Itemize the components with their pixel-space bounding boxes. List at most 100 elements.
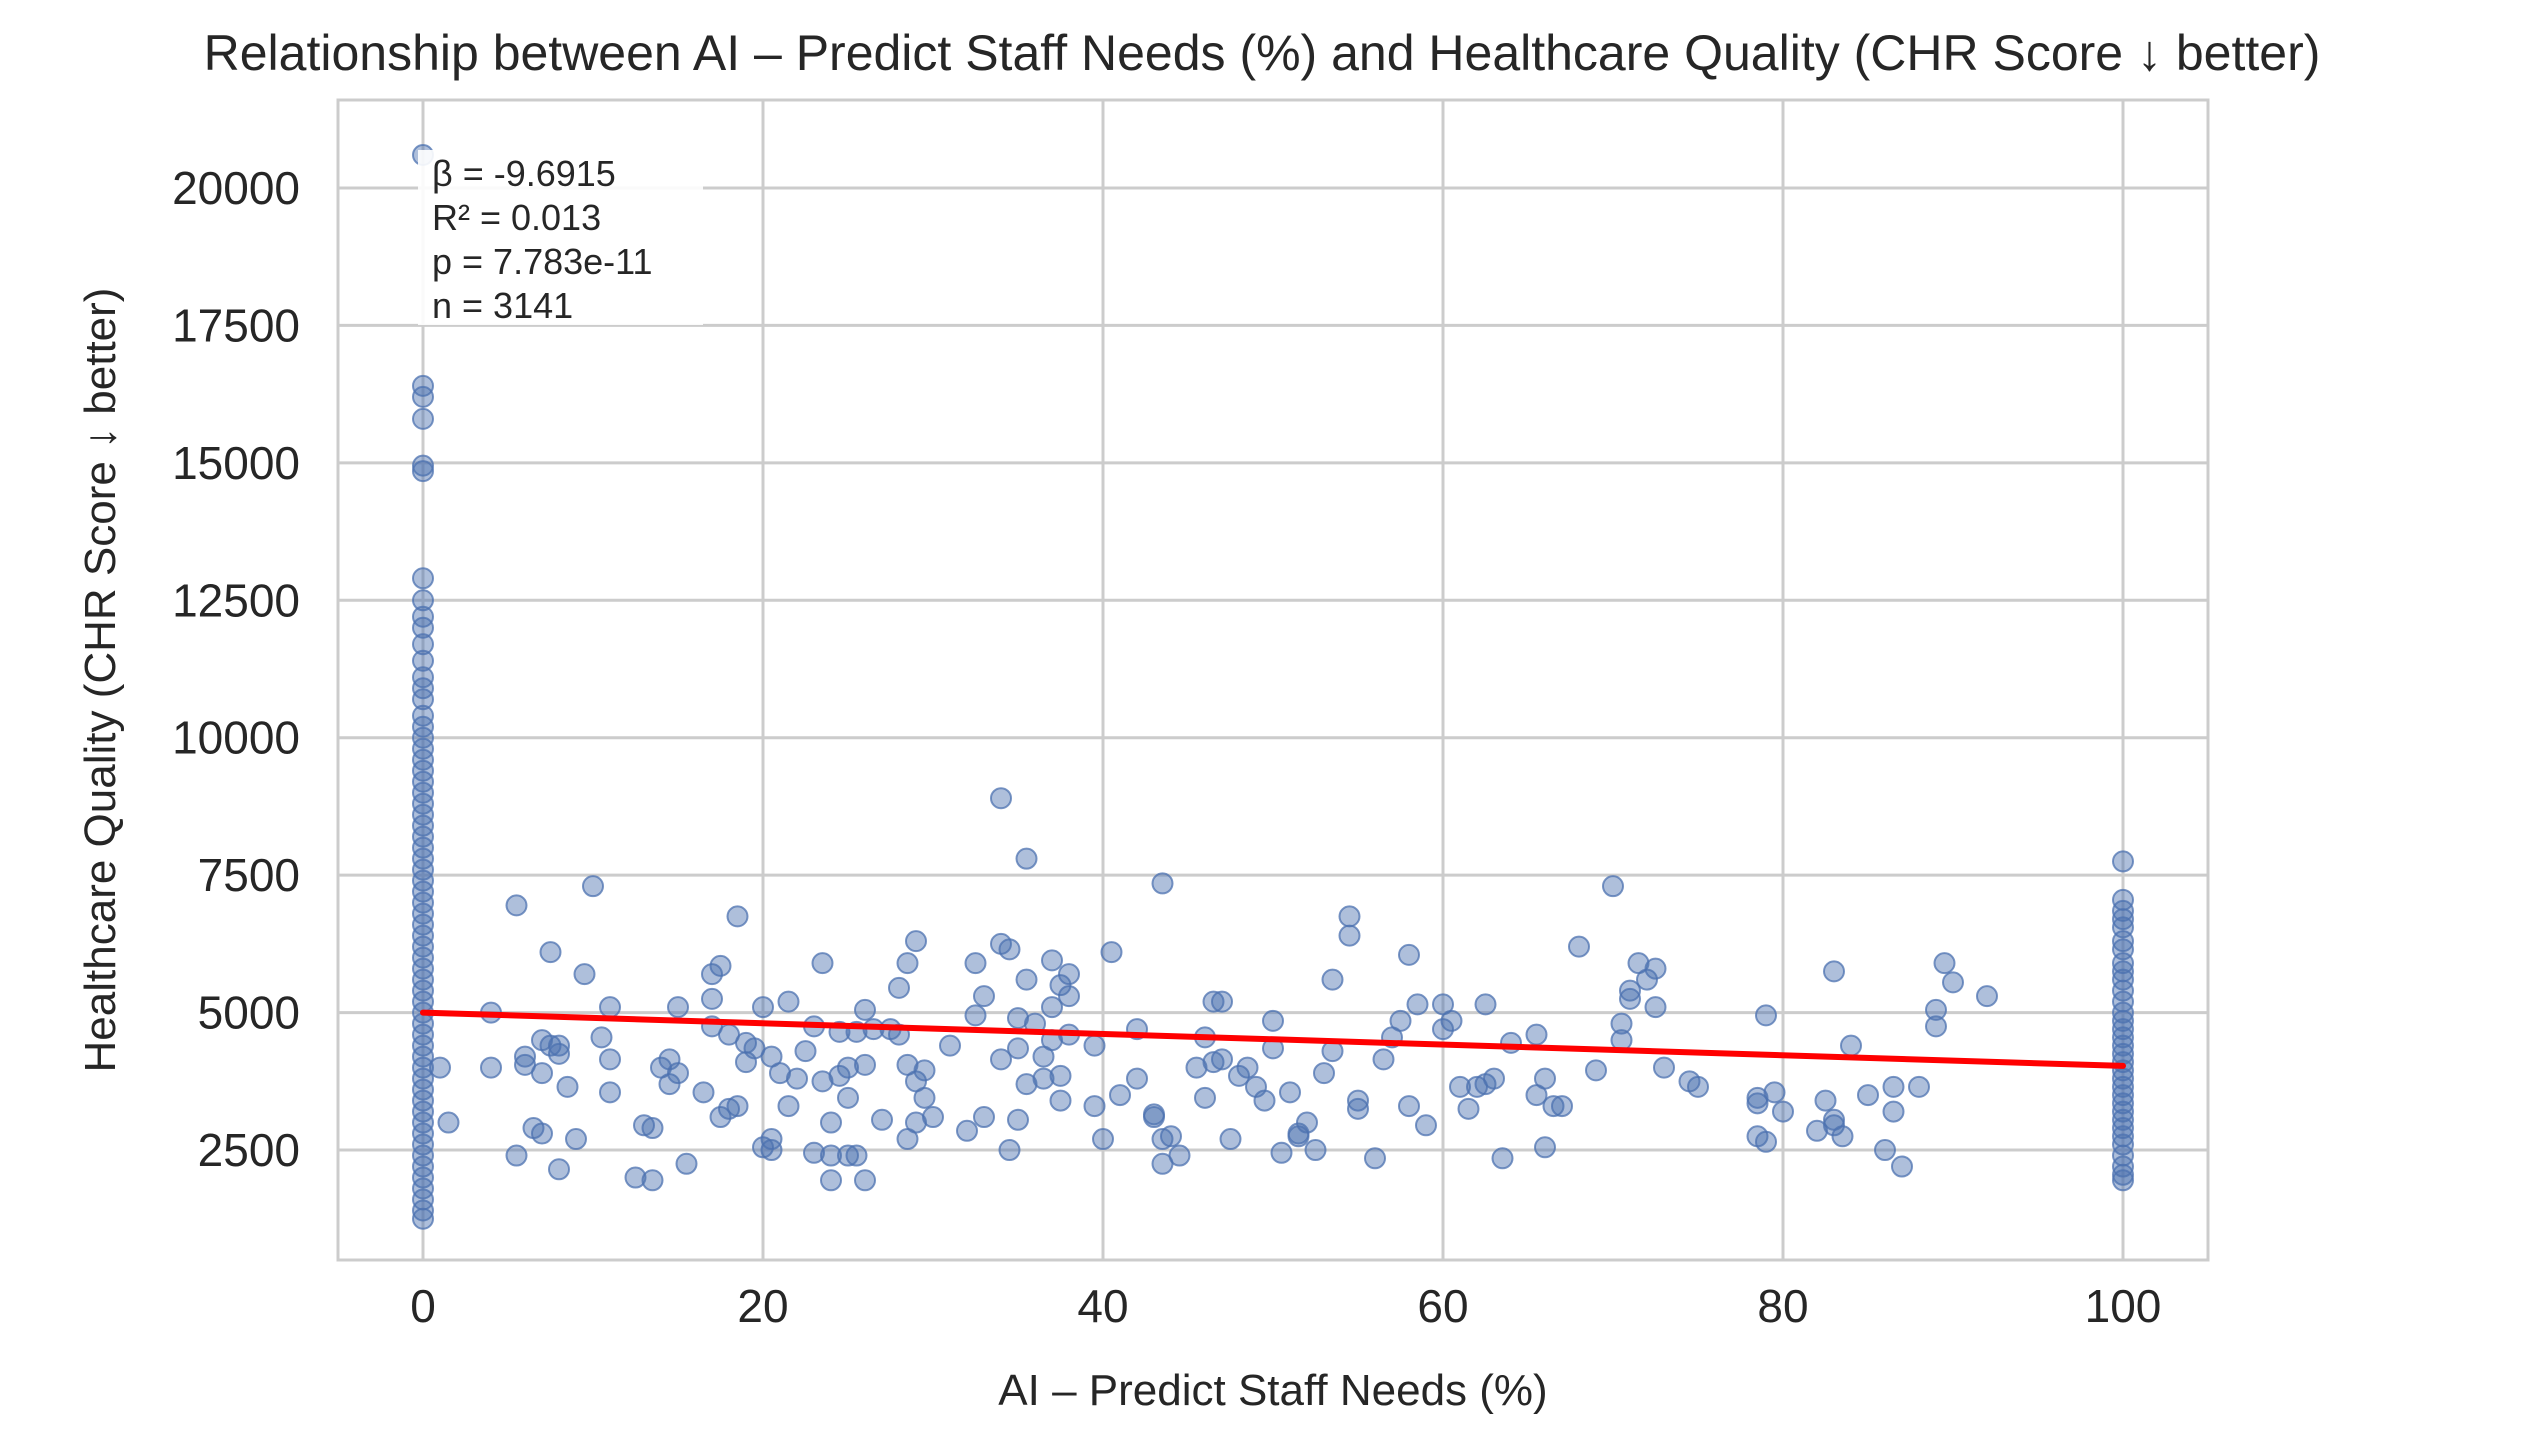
data-point <box>1338 905 1361 928</box>
data-point <box>1015 1073 1038 1096</box>
data-point <box>573 963 596 986</box>
data-point <box>1440 1009 1463 1032</box>
data-point <box>1347 1089 1369 1112</box>
data-point <box>1534 1136 1556 1159</box>
data-point <box>1007 1108 1029 1131</box>
data-point <box>1763 1081 1786 1104</box>
data-point <box>939 1034 961 1057</box>
data-point <box>556 1075 579 1098</box>
data-point <box>1032 1067 1055 1090</box>
data-point <box>1687 1075 1709 1098</box>
stats-p-value: p = 7.783e-11 <box>432 241 653 282</box>
data-point <box>820 1144 842 1167</box>
data-point <box>1483 1067 1505 1090</box>
data-point <box>854 998 876 1021</box>
data-points <box>412 143 2134 1230</box>
data-point <box>1100 941 1123 964</box>
data-point <box>845 1144 868 1167</box>
data-point <box>1925 998 1947 1021</box>
data-point <box>1304 1139 1327 1162</box>
data-point <box>1109 1084 1131 1107</box>
data-point <box>1491 1147 1514 1170</box>
data-point <box>1831 1125 1854 1148</box>
data-point <box>1874 1139 1896 1162</box>
data-point <box>1772 1100 1794 1123</box>
data-point <box>539 1034 562 1057</box>
data-point <box>2112 930 2134 953</box>
data-point <box>412 567 434 590</box>
data-point <box>709 954 732 977</box>
data-point <box>1049 974 1072 997</box>
x-tick-label: 60 <box>1417 1280 1468 1332</box>
data-point <box>1279 1081 1301 1104</box>
data-point <box>1406 993 1429 1016</box>
data-point <box>998 1139 1021 1162</box>
data-point <box>1296 1111 1318 1134</box>
data-point <box>1262 1009 1284 1032</box>
data-point <box>1542 1095 1565 1118</box>
data-point <box>828 1064 851 1087</box>
data-point <box>701 963 723 986</box>
data-point <box>2112 952 2134 975</box>
data-point <box>624 1166 647 1189</box>
data-point <box>1389 1009 1412 1032</box>
data-point <box>854 1169 876 1192</box>
data-point <box>1891 1155 1913 1178</box>
data-point <box>1338 924 1361 947</box>
data-point <box>412 407 434 430</box>
data-point <box>1746 1086 1769 1109</box>
data-point <box>1151 1128 1174 1151</box>
data-point <box>412 649 434 672</box>
data-point <box>1211 990 1233 1013</box>
data-point <box>1007 1037 1029 1060</box>
data-point <box>1211 1048 1233 1071</box>
data-point <box>777 990 800 1013</box>
data-point <box>1313 1062 1335 1085</box>
data-point <box>820 1169 842 1192</box>
data-point <box>1568 935 1590 958</box>
data-point <box>1398 1095 1420 1118</box>
data-point <box>1449 1075 1471 1098</box>
data-point <box>990 787 1012 810</box>
data-point <box>1049 1064 1072 1087</box>
data-point <box>1840 1034 1862 1057</box>
regression-line <box>420 1009 2126 1069</box>
data-point <box>718 1097 740 1120</box>
data-point <box>1083 1095 1106 1118</box>
data-point <box>505 1144 528 1167</box>
data-point <box>1755 1130 1777 1153</box>
data-point <box>2112 1026 2134 1049</box>
data-point <box>1202 990 1225 1013</box>
data-point <box>1058 963 1080 986</box>
data-point <box>786 1067 808 1090</box>
data-point <box>1253 1089 1276 1112</box>
regression-line-group <box>420 1009 2126 1069</box>
stats-background <box>418 150 703 325</box>
data-point <box>412 1207 434 1230</box>
data-point <box>2112 1108 2134 1131</box>
data-point <box>692 1081 715 1104</box>
data-point <box>998 938 1021 961</box>
data-point <box>973 985 995 1008</box>
y-axis-label: Healthcare Quality (CHR Score ↓ better) <box>76 288 125 1073</box>
data-point <box>1083 1034 1106 1057</box>
data-point <box>701 987 723 1010</box>
data-point <box>1976 985 1998 1008</box>
data-point <box>811 952 834 975</box>
data-point <box>760 1128 783 1151</box>
data-point <box>777 1095 800 1118</box>
data-point <box>1534 1067 1556 1090</box>
data-point <box>531 1122 553 1145</box>
data-point <box>412 633 434 656</box>
data-point <box>599 1081 621 1104</box>
y-tick-label: 5000 <box>198 987 300 1039</box>
data-point <box>794 1040 817 1063</box>
data-point <box>709 1106 732 1129</box>
data-point <box>1092 1128 1114 1151</box>
data-point <box>675 1152 698 1175</box>
data-point <box>1636 968 1658 991</box>
data-point <box>820 1111 842 1134</box>
data-point <box>1372 1048 1395 1071</box>
data-point <box>913 1059 936 1082</box>
data-point <box>2112 1163 2134 1186</box>
